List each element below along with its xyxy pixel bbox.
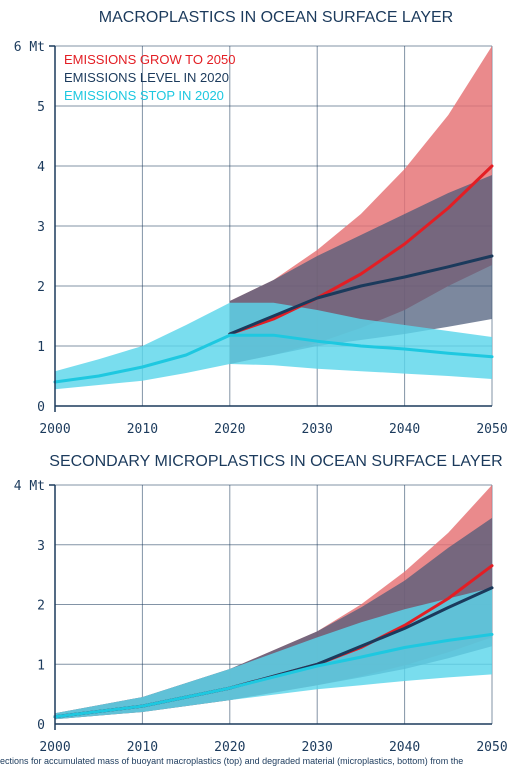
- y-tick-label: 5: [37, 100, 45, 115]
- x-tick-label: 2020: [214, 740, 245, 755]
- x-tick-label: 2040: [389, 740, 420, 755]
- series-line-stop: [53, 632, 494, 719]
- series-line-grow: [228, 164, 494, 336]
- y-tick-label: 6 Mt: [14, 40, 45, 55]
- x-tick-label: 2010: [127, 422, 158, 437]
- y-tick-label: 0: [37, 718, 45, 733]
- x-tick-label: 2000: [39, 740, 70, 755]
- y-tick-label: 3: [37, 539, 45, 554]
- macroplastics-chart: 2000 2010 2020 2030 2040 2050 0 1 2 3 4 5 6 Mt: [14, 40, 508, 437]
- y-tick-label: 4: [37, 160, 45, 175]
- y-tick-label: 0: [37, 400, 45, 415]
- legend-level: EMISSIONS LEVEL IN 2020: [64, 70, 229, 85]
- y-tick-label: 3: [37, 220, 45, 235]
- y-tick-label: 1: [37, 340, 45, 355]
- uncertainty-band-stop: [55, 302, 492, 390]
- x-tick-label: 2000: [39, 422, 70, 437]
- top-chart-title: MACROPLASTICS IN OCEAN SURFACE LAYER: [99, 9, 453, 26]
- legend: EMISSIONS GROW TO 2050 EMISSIONS LEVEL I…: [64, 52, 235, 103]
- legend-stop: EMISSIONS STOP IN 2020: [64, 88, 224, 103]
- y-tick-label: 2: [37, 280, 45, 295]
- x-tick-label: 2030: [302, 740, 333, 755]
- series-line-stop: [53, 333, 494, 384]
- series-line-level: [228, 254, 494, 336]
- y-tick-label: 4 Mt: [14, 479, 45, 494]
- uncertainty-band-stop: [55, 587, 492, 720]
- x-tick-label: 2030: [302, 422, 333, 437]
- x-tick-label: 2050: [476, 422, 507, 437]
- microplastics-chart: 2000 2010 2020 2030 2040 2050 0 1 2 3 4 Mt: [14, 479, 508, 755]
- legend-grow: EMISSIONS GROW TO 2050: [64, 52, 235, 67]
- y-tick-label: 2: [37, 599, 45, 614]
- x-tick-label: 2020: [214, 422, 245, 437]
- bottom-chart-title: SECONDARY MICROPLASTICS IN OCEAN SURFACE…: [49, 453, 502, 470]
- x-tick-label: 2050: [476, 740, 507, 755]
- x-tick-label: 2010: [127, 740, 158, 755]
- x-tick-label: 2040: [389, 422, 420, 437]
- figure-caption: ections for accumulated mass of buoyant …: [0, 756, 464, 766]
- y-tick-label: 1: [37, 658, 45, 673]
